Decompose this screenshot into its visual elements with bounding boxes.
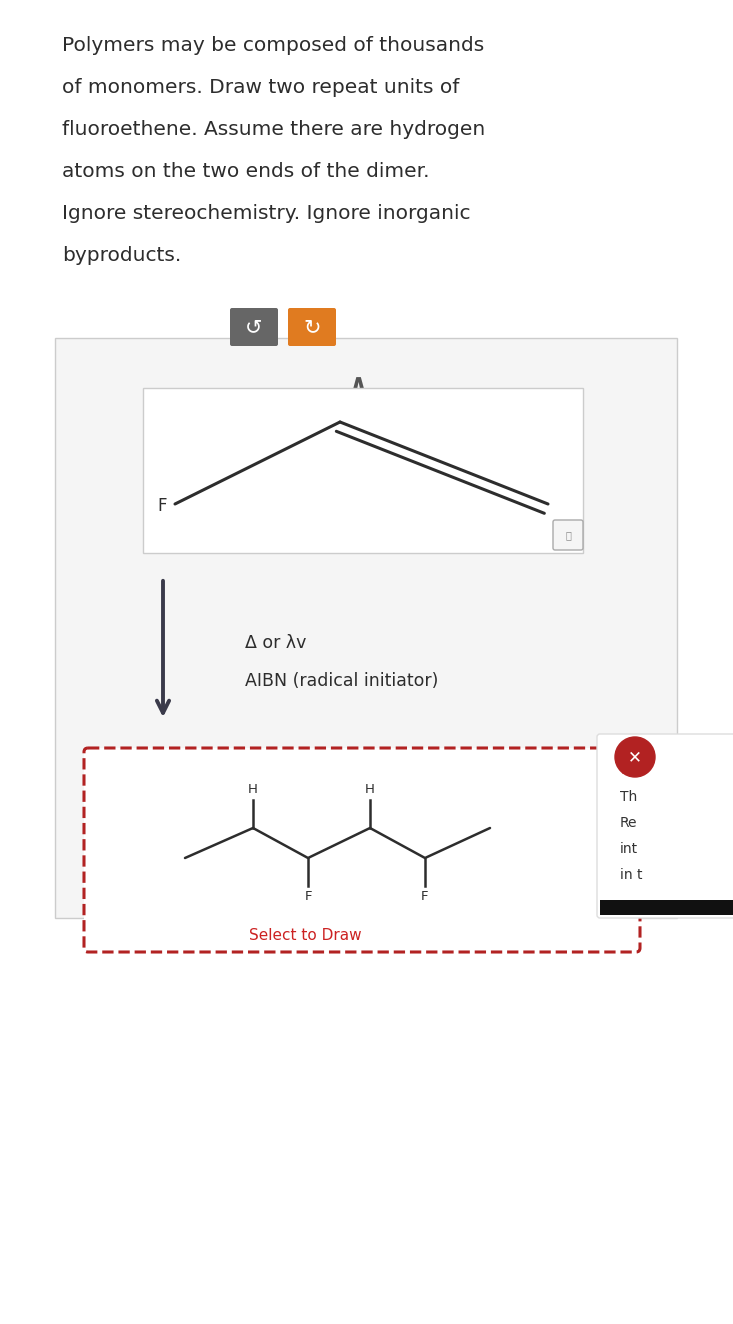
Text: AIBN (radical initiator): AIBN (radical initiator) [245,673,438,690]
Circle shape [615,737,655,777]
Text: H: H [248,782,258,796]
Text: byproducts.: byproducts. [62,246,181,265]
Text: of monomers. Draw two repeat units of: of monomers. Draw two repeat units of [62,78,460,97]
FancyBboxPatch shape [84,748,640,952]
FancyBboxPatch shape [597,733,733,918]
FancyBboxPatch shape [600,900,733,915]
FancyBboxPatch shape [143,388,583,553]
FancyBboxPatch shape [55,338,677,918]
Text: in t: in t [620,869,643,882]
Text: Δ or λv: Δ or λv [245,634,306,651]
Text: F: F [158,496,167,515]
Text: ↻: ↻ [303,316,321,338]
FancyBboxPatch shape [230,308,278,346]
Text: ✕: ✕ [628,748,642,767]
Text: atoms on the two ends of the dimer.: atoms on the two ends of the dimer. [62,162,430,181]
Text: int: int [620,842,638,857]
Text: Re: Re [620,816,638,830]
Text: Ignore stereochemistry. Ignore inorganic: Ignore stereochemistry. Ignore inorganic [62,204,471,222]
Text: F: F [421,890,429,903]
FancyBboxPatch shape [288,308,336,346]
Text: ↺: ↺ [246,316,262,338]
Text: Select to Draw: Select to Draw [248,928,361,943]
Text: H: H [365,782,375,796]
Text: Th: Th [620,790,637,804]
Text: F: F [304,890,312,903]
Text: Polymers may be composed of thousands: Polymers may be composed of thousands [62,36,485,56]
FancyBboxPatch shape [553,520,583,549]
Text: 🔍: 🔍 [565,530,571,540]
Text: fluoroethene. Assume there are hydrogen: fluoroethene. Assume there are hydrogen [62,120,485,139]
Text: In: In [620,752,650,780]
Text: ∧: ∧ [348,372,367,396]
